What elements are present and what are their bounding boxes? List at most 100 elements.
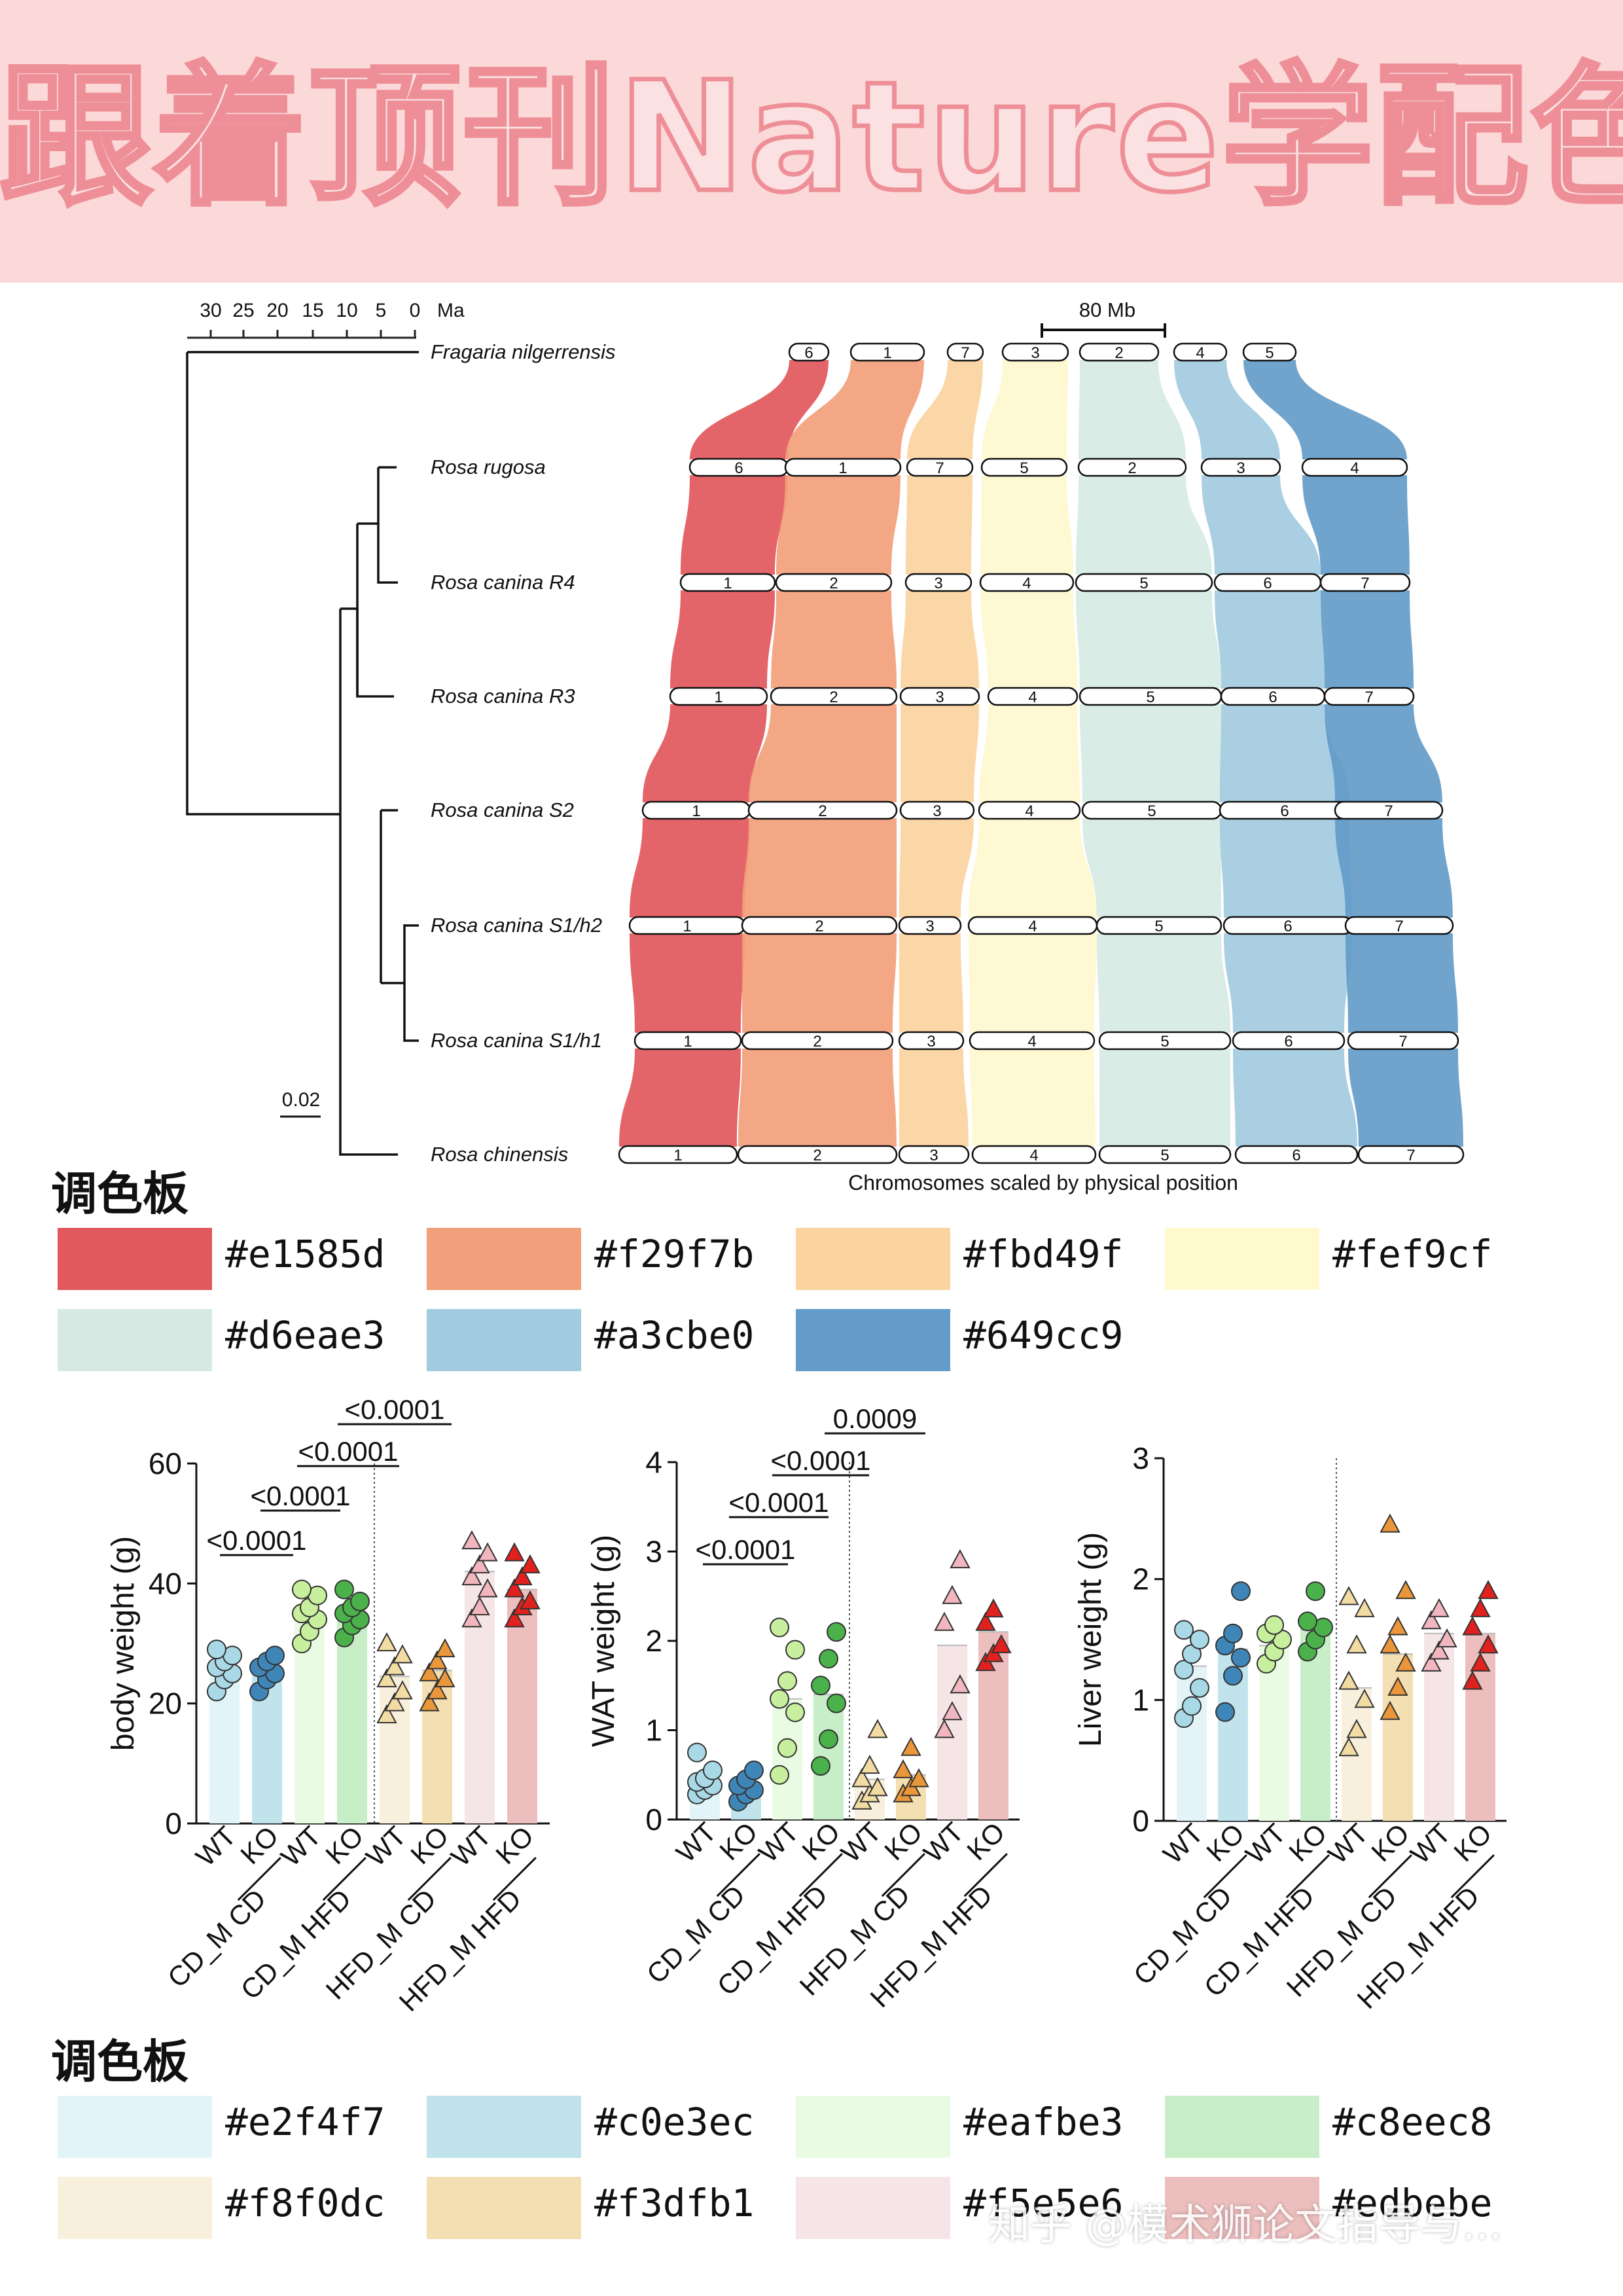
synteny-band [907,360,983,459]
synteny-band [1202,475,1321,575]
chromosome-pill [737,1145,898,1164]
chromosome-label: 5 [1146,689,1154,706]
significance-label: 0.0009 [833,1403,917,1434]
synteny-band [1220,818,1352,918]
synteny-band [901,590,979,689]
synteny-band [1321,590,1414,689]
palette2-swatch-hex: #c0e3ec [594,2100,755,2144]
synteny-band [1097,933,1230,1033]
chromosome-label: 2 [815,918,823,935]
chromosome-label: 2 [813,1033,821,1050]
chromosome-pill [1301,457,1408,477]
synteny-band [969,818,1097,918]
data-point [1354,1598,1375,1617]
data-point [1346,1634,1367,1654]
chromosome-pill [1344,916,1454,935]
y-tick-label: 1 [645,1713,662,1748]
data-point [770,1689,789,1709]
synteny-band [1215,590,1325,689]
synteny-band [742,933,897,1033]
data-point [785,1702,805,1723]
chromosome-label: 6 [804,344,813,362]
data-point [777,1738,797,1758]
data-point [1421,1610,1442,1630]
data-point [1190,1677,1209,1698]
data-point [520,1554,541,1573]
time-tick-label: 20 [266,300,288,321]
y-axis-label: WAT weight (g) [586,1535,621,1748]
chromosome-pill [1323,687,1415,706]
synteny-band [749,704,897,802]
chromosome-label: 1 [883,344,891,362]
y-tick-label: 2 [1132,1562,1149,1596]
data-point [1223,1666,1243,1686]
chromosome-pill [971,1145,1097,1164]
data-point [934,1611,955,1631]
x-tick-label: WT [1240,1818,1291,1869]
chromosome-label: 6 [1284,1033,1293,1050]
data-point [384,1692,405,1712]
synteny-band [643,704,767,802]
chromosome-pill [978,800,1081,820]
synteny-band [771,590,897,689]
data-point [1264,1615,1284,1635]
group-underline [1285,1854,1330,1899]
significance-label: <0.0001 [771,1445,871,1476]
data-point [1338,1670,1359,1690]
chromosome: 1 [679,573,776,592]
synteny-band [630,933,745,1033]
group-underline [1368,1854,1412,1899]
taxon-label: Rosa canina S1/h1 [431,1029,602,1052]
time-axis-unit: Ma [437,300,465,321]
data-point [1174,1660,1194,1680]
synteny-band [899,818,974,918]
palette2-swatch-color [427,2177,581,2239]
synteny-band [681,475,788,575]
time-tick-label: 15 [302,300,323,321]
chromosome-label: 1 [723,575,732,592]
data-point [1174,1620,1194,1640]
data-point [827,1622,846,1642]
data-point [461,1530,482,1550]
data-point [811,1756,830,1776]
chromosome: 1 [628,916,746,935]
chromosome-label: 4 [1196,344,1204,362]
chromosome: 4 [971,1145,1097,1164]
chromosome: 7 [946,342,984,362]
chromosome-label: 2 [829,575,838,592]
chromosome-pill [633,1031,742,1050]
time-tick-label: 30 [200,300,221,321]
chromosome-label: 3 [929,1147,938,1164]
chromosome: 4 [969,1031,1096,1050]
chromosome: 4 [987,687,1079,706]
palette2-swatch-color [796,2177,950,2239]
data-point [1215,1702,1235,1722]
synteny-band [630,818,750,918]
data-point [770,1617,789,1638]
data-point [1338,1586,1359,1605]
synteny-band [1076,590,1221,689]
chromosome: 1 [669,687,768,706]
chromosome: 3 [898,1145,970,1164]
synteny-band [1174,360,1280,459]
x-tick-label: WT [753,1816,804,1868]
tree-branch [403,983,419,1042]
palette1-swatch-hex: #a3cbe0 [594,1313,755,1357]
chromosome-pill [1347,1031,1459,1050]
palette1-swatch-color [427,1309,581,1371]
x-tick-label: WT [190,1820,241,1872]
synteny-band [670,590,775,689]
chromosome-label: 2 [813,1147,821,1164]
chromosome-pill [899,800,975,820]
chromosome: 3 [898,916,962,935]
chromosome-pill [906,457,974,477]
data-point [934,1719,955,1738]
chromosome-label: 4 [1028,689,1037,706]
chromosome-label: 1 [673,1147,682,1164]
data-point [427,1650,448,1670]
data-point [1478,1580,1499,1600]
data-point [1387,1616,1408,1636]
data-point [392,1680,413,1700]
chromosome: 1 [641,800,751,820]
data-point [770,1765,789,1785]
